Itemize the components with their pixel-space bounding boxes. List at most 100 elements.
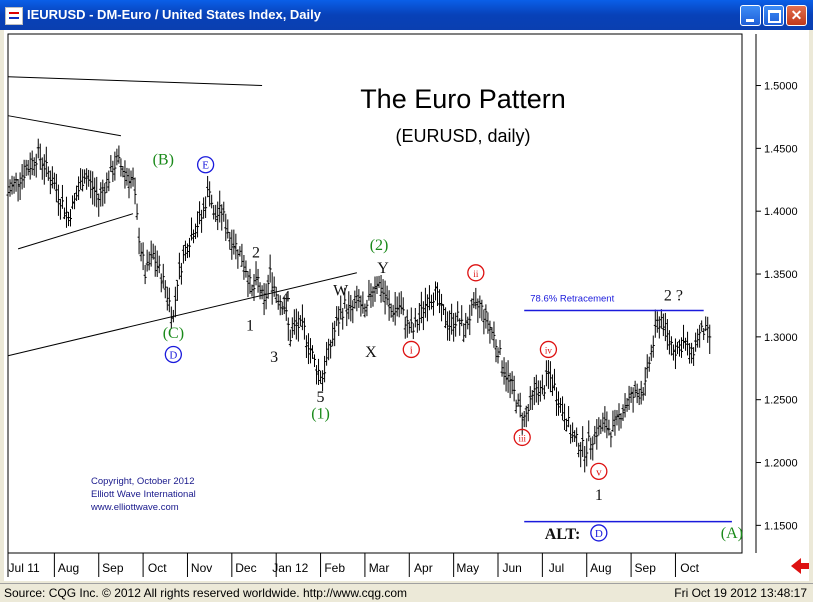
chart-title: The Euro Pattern xyxy=(360,84,566,114)
price-bar xyxy=(175,279,179,301)
price-bar xyxy=(16,178,20,202)
price-bar xyxy=(532,377,536,406)
wave-label: (A) xyxy=(721,525,743,542)
price-bar xyxy=(10,175,14,195)
price-bar xyxy=(54,173,58,203)
price-bar xyxy=(46,166,50,181)
price-bar xyxy=(268,254,272,283)
x-tick-label: Jan 12 xyxy=(272,561,308,575)
price-bar xyxy=(643,367,647,396)
price-bar xyxy=(258,282,262,300)
price-bar xyxy=(163,280,167,299)
price-bar xyxy=(222,201,226,222)
price-bar xyxy=(141,242,145,271)
price-bar xyxy=(520,412,524,435)
price-bar xyxy=(399,291,403,315)
price-bar xyxy=(623,393,627,418)
price-bar xyxy=(448,310,452,341)
price-bar xyxy=(452,312,456,342)
x-tick-label: May xyxy=(456,561,479,575)
price-bar xyxy=(639,380,643,405)
price-bar xyxy=(198,201,202,225)
wave-circle xyxy=(467,264,485,282)
price-bar xyxy=(135,203,139,220)
price-bar xyxy=(167,287,171,313)
x-tick-label: Aug xyxy=(58,561,79,575)
price-bar xyxy=(298,315,302,327)
close-icon: ✕ xyxy=(790,7,803,23)
price-bar xyxy=(224,213,228,241)
price-bar xyxy=(34,153,38,178)
trend-lines: 78.6% Retracement xyxy=(7,76,732,523)
price-bar xyxy=(357,289,361,308)
price-bar xyxy=(633,380,637,398)
wave-label: D xyxy=(595,528,603,540)
price-bar xyxy=(232,229,236,255)
nav-arrow-icon[interactable] xyxy=(791,558,809,574)
price-bar xyxy=(56,184,60,216)
minimize-button[interactable] xyxy=(740,5,761,26)
price-bar xyxy=(347,291,351,320)
price-bar xyxy=(669,336,673,356)
price-bar xyxy=(81,169,85,192)
price-bar xyxy=(306,333,310,365)
price-bar xyxy=(629,386,633,403)
price-bar xyxy=(589,437,593,460)
price-bar xyxy=(28,152,32,180)
y-tick-label: 1.3000 xyxy=(764,332,798,344)
price-bar xyxy=(62,207,66,220)
price-bar xyxy=(667,330,671,355)
price-bar xyxy=(605,411,609,439)
price-bar xyxy=(282,296,286,315)
price-bar xyxy=(66,211,70,227)
price-bar xyxy=(684,337,688,351)
timestamp-text: Fri Oct 19 2012 13:48:17 xyxy=(674,586,807,600)
price-bar xyxy=(97,193,101,217)
price-bar xyxy=(708,324,712,355)
price-bar xyxy=(256,268,260,293)
wave-label: ii xyxy=(473,269,479,279)
price-bar xyxy=(36,138,40,159)
price-bar xyxy=(593,425,597,445)
y-tick-label: 1.3500 xyxy=(764,269,798,281)
price-bar xyxy=(565,418,569,432)
price-bar xyxy=(373,276,377,302)
price-chart[interactable]: 78.6% Retracement (B) E (C) D 2 1 4 3 5(1) W (2) Y X… xyxy=(0,0,813,583)
price-bar xyxy=(192,229,196,244)
price-bar xyxy=(680,337,684,358)
price-bar xyxy=(377,275,381,289)
price-bar xyxy=(671,344,675,361)
x-tick-label: Oct xyxy=(680,561,699,575)
copyright-line-2: Elliott Wave International xyxy=(91,489,196,500)
price-bar xyxy=(405,309,409,338)
price-bar xyxy=(143,265,147,285)
price-bar xyxy=(482,309,486,335)
price-bar xyxy=(655,311,659,333)
price-bar xyxy=(276,294,280,310)
close-button[interactable]: ✕ xyxy=(786,5,807,26)
maximize-button[interactable] xyxy=(763,5,784,26)
price-bar xyxy=(71,195,75,210)
rising-trend-line xyxy=(7,272,357,357)
price-bar xyxy=(26,160,30,176)
price-bar xyxy=(30,150,34,176)
wave-label: 1 xyxy=(246,318,254,335)
price-bar xyxy=(544,360,548,387)
price-bar xyxy=(665,319,669,350)
price-bar xyxy=(349,294,353,322)
price-bar xyxy=(210,194,214,209)
price-bar xyxy=(601,412,605,432)
price-bars xyxy=(6,138,712,473)
price-bar xyxy=(552,368,556,391)
wave-circle xyxy=(164,345,183,364)
price-bar xyxy=(702,328,706,341)
price-bar xyxy=(99,182,103,207)
price-bar xyxy=(52,172,56,190)
price-bar xyxy=(692,347,696,366)
price-bar xyxy=(450,303,454,335)
price-bar xyxy=(704,316,708,332)
wave-label: iii xyxy=(518,433,526,443)
price-bar xyxy=(335,306,339,327)
price-bar xyxy=(522,410,526,428)
price-bar xyxy=(444,307,448,329)
